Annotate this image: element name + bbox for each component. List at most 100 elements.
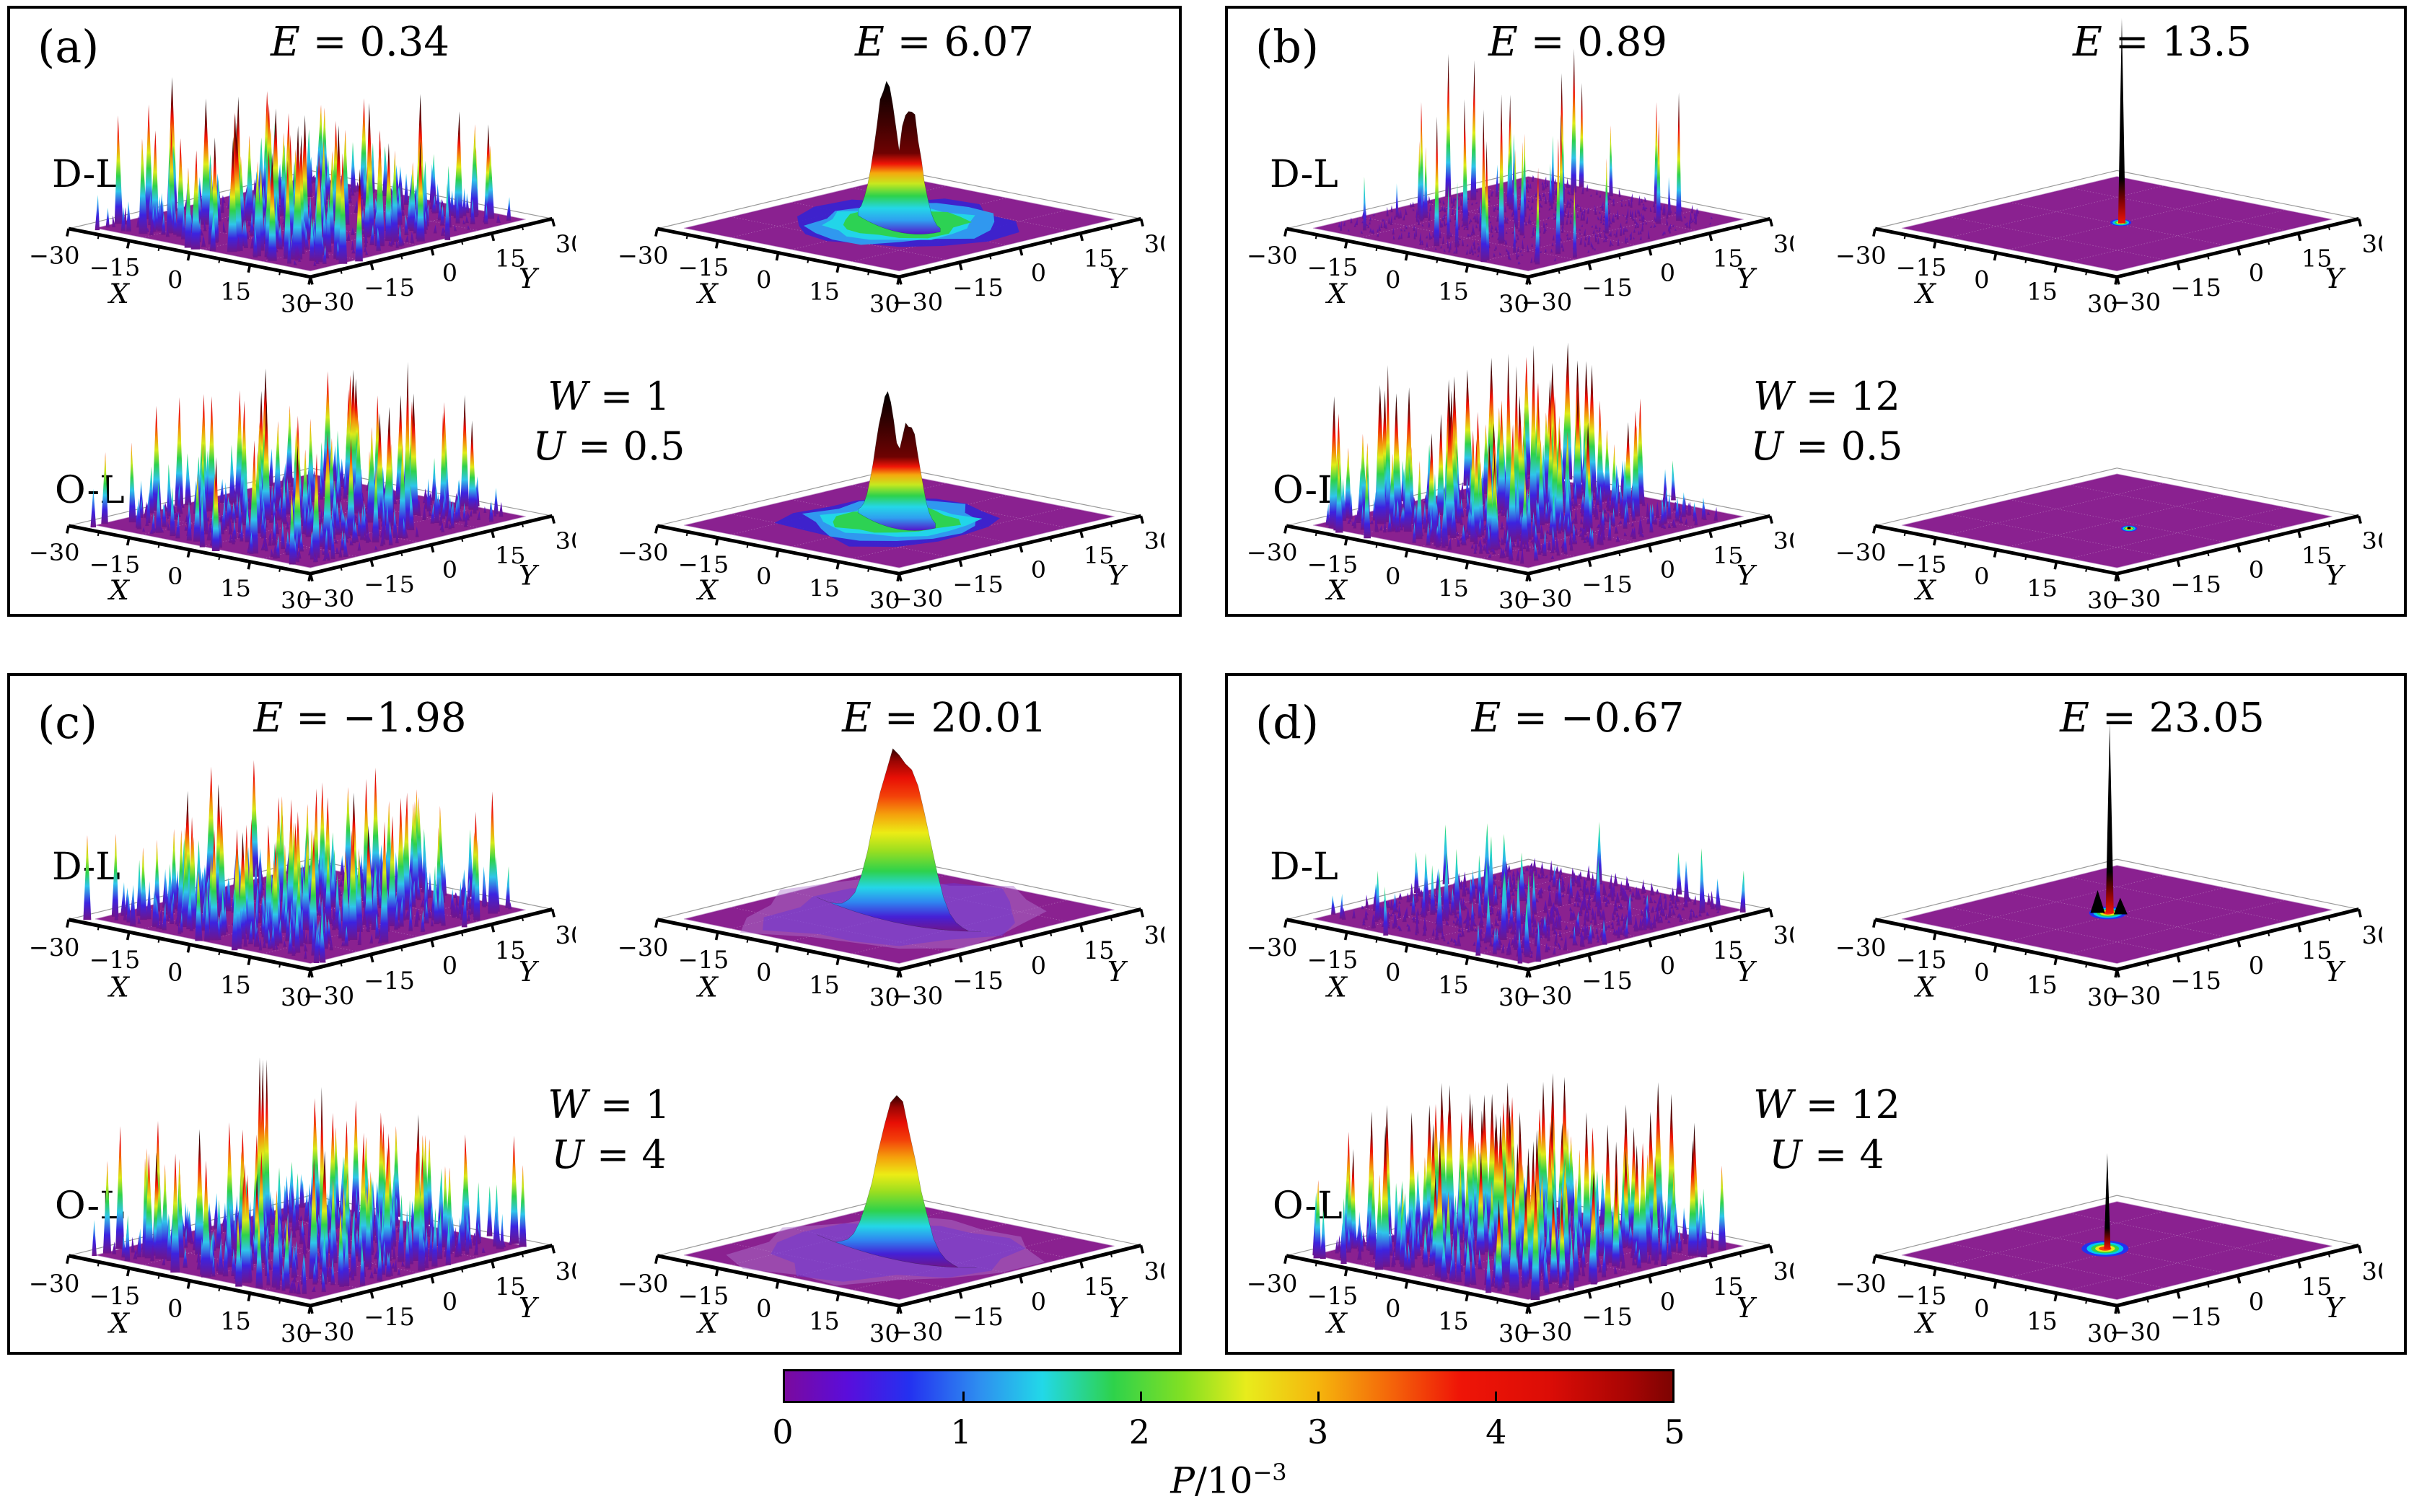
axis-ticks: [1283, 909, 1773, 978]
svg-text:−15: −15: [1581, 571, 1633, 598]
svg-text:15: 15: [2301, 542, 2332, 569]
svg-text:0: 0: [442, 259, 457, 286]
y-axis-label: Y: [1737, 956, 1757, 988]
y-axis-label: Y: [1107, 560, 1128, 591]
y-axis-label: Y: [1107, 956, 1128, 988]
svg-text:15: 15: [220, 278, 251, 305]
svg-text:−30: −30: [1835, 539, 1887, 566]
energy-value: = −0.67: [1514, 695, 1685, 742]
svg-text:15: 15: [809, 1307, 840, 1335]
panel-tag: (d): [1255, 696, 1320, 749]
svg-text:−30: −30: [1247, 539, 1298, 566]
svg-text:30: 30: [281, 1319, 312, 1344]
row-label-disordered-lattice: D-L: [1270, 153, 1338, 196]
colorbar-tick: [1317, 1392, 1320, 1401]
row-label-ordered-lattice: O-L: [55, 1184, 125, 1228]
svg-text:30: 30: [2087, 586, 2118, 610]
svg-text:−30: −30: [29, 242, 80, 269]
svg-text:−30: −30: [892, 288, 943, 314]
svg-text:−15: −15: [678, 1282, 729, 1310]
svg-text:30: 30: [2362, 230, 2382, 258]
parameters-label: W = 1 U = 4: [512, 1080, 706, 1179]
axis-ticks: [66, 909, 556, 978]
back-frame: [1874, 170, 2359, 229]
x-axis-label: X: [107, 575, 131, 606]
energy-label-left: E = −0.67: [1426, 695, 1729, 742]
param-var: W: [548, 374, 588, 419]
colorbar-tick-label: 3: [1307, 1412, 1329, 1451]
param-var: W: [548, 1082, 588, 1128]
svg-text:15: 15: [809, 574, 840, 602]
row-label-ordered-lattice: O-L: [55, 469, 125, 512]
param-value: = 1: [600, 374, 670, 419]
svg-text:−30: −30: [1521, 288, 1572, 314]
svg-text:−30: −30: [892, 982, 943, 1008]
svg-text:0: 0: [1385, 265, 1400, 293]
svg-text:15: 15: [809, 278, 840, 305]
x-axis-label: X: [1913, 971, 1936, 1003]
svg-text:30: 30: [556, 230, 576, 258]
svg-text:0: 0: [1031, 259, 1046, 286]
x-axis-label: X: [1913, 278, 1937, 309]
energy-value: = 13.5: [2115, 19, 2252, 66]
svg-text:30: 30: [1144, 921, 1164, 949]
base-plane: [1901, 473, 2332, 568]
surface-content: [2110, 18, 2132, 227]
param-var: U: [1769, 1132, 1802, 1178]
colorbar-tick-label: 2: [1128, 1412, 1151, 1451]
energy-var: E: [2060, 695, 2090, 742]
y-axis-label: Y: [519, 956, 540, 988]
svg-text:30: 30: [556, 921, 576, 949]
axis-ticks: [1872, 1245, 2362, 1314]
param-value: = 0.5: [1796, 423, 1903, 470]
svg-text:−15: −15: [364, 273, 415, 301]
energy-label-right: E = 23.05: [2011, 695, 2314, 742]
back-frame: [1874, 1195, 2359, 1257]
svg-text:−15: −15: [1581, 273, 1633, 301]
svg-text:0: 0: [1660, 259, 1675, 286]
svg-text:30: 30: [1144, 527, 1164, 555]
param-var: U: [551, 1132, 584, 1178]
svg-text:−15: −15: [2170, 273, 2221, 301]
y-axis-label: Y: [2325, 560, 2346, 591]
svg-text:−15: −15: [952, 571, 1004, 598]
svg-text:30: 30: [869, 1319, 900, 1344]
svg-text:15: 15: [220, 1307, 251, 1335]
svg-text:−30: −30: [303, 1318, 354, 1344]
svg-text:0: 0: [1974, 563, 1989, 590]
param-value: = 4: [596, 1132, 667, 1178]
energy-value: = 23.05: [2102, 695, 2265, 742]
svg-text:−30: −30: [303, 585, 354, 610]
energy-label-left: E = −1.98: [209, 695, 512, 742]
svg-text:15: 15: [1438, 278, 1469, 305]
svg-text:30: 30: [2087, 290, 2118, 314]
colorbar: [783, 1369, 1675, 1403]
svg-text:0: 0: [1974, 265, 1989, 293]
x-axis-label: X: [1325, 278, 1348, 309]
y-axis-label: Y: [1737, 560, 1757, 591]
axis-ticks: [1872, 909, 2362, 978]
axis-ticks: [1872, 218, 2362, 285]
surface-content: [1312, 1073, 1726, 1301]
svg-text:0: 0: [2249, 556, 2264, 584]
axis-ticks: [1283, 1245, 1773, 1314]
svg-text:15: 15: [1084, 245, 1115, 272]
svg-text:30: 30: [1144, 1257, 1164, 1285]
svg-text:0: 0: [1660, 556, 1675, 584]
base-plane: [1312, 176, 1744, 272]
svg-text:−30: −30: [618, 242, 669, 269]
svg-text:−15: −15: [952, 967, 1004, 995]
axis-ticks: [66, 515, 556, 582]
